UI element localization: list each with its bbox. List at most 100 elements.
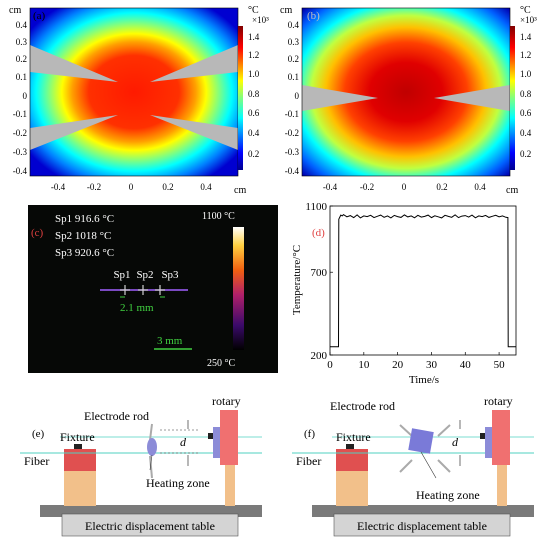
ytick-label: -0.1 [285,109,299,119]
panel-e-tag: (e) [32,428,45,440]
ytick-label: -0.3 [13,147,28,157]
rotary-clamp [208,433,213,439]
panel-a-yticks: 0.4 0.3 0.2 0.1 0 -0.1 -0.2 -0.3 -0.4 [13,20,28,176]
panel-b: (b) cm 0.4 0.3 0.2 0.1 0 -0.1 -0.2 -0.3 … [280,5,537,196]
panel-d-xlabel: Time/s [409,374,439,386]
fiber-label: Fiber [24,454,49,468]
xtick-label: 0 [402,182,407,192]
panel-a-ylabel: cm [9,5,21,16]
panel-e: Electric displacement table (e) Fixture … [20,394,262,537]
xtick-label: 0 [327,359,333,371]
xtick-label: -0.4 [51,182,66,192]
cbar-tick: 0.6 [248,108,260,118]
ytick-label: -0.2 [13,128,27,138]
cbar-tick: 0.8 [520,89,532,99]
reading-sp3: Sp3 920.6 °C [55,247,114,259]
spot-labels: Sp1 Sp2 Sp3 [113,269,179,281]
spot-label: Sp3 [161,269,179,281]
xtick-label: -0.2 [360,182,374,192]
ytick-label: 0 [23,91,28,101]
heating-zone [408,428,434,454]
cbar-tick: 0.4 [248,128,260,138]
fixture-base [336,470,368,506]
ytick-label: 0.1 [288,72,299,82]
thermal-colorbar [233,227,244,350]
fixture-label: Fixture [336,430,371,444]
rotary-label: rotary [212,394,241,408]
panel-a: (a) cm 0.4 0.3 0.2 0.1 0 -0.1 -0.2 -0.3 … [9,5,269,196]
panel-c: (c) Sp1 916.6 °C Sp2 1018 °C Sp3 920.6 °… [28,205,278,373]
cbar-tick: 1.0 [520,69,532,79]
rotary-disk [213,427,220,458]
fixture-clamp [74,444,82,449]
reading-sp1: Sp1 916.6 °C [55,213,114,225]
xtick-label: 0.4 [474,182,486,192]
ytick-label: 200 [311,350,328,362]
electrode-tip-lower-left [30,115,118,150]
xtick-label: 0.2 [436,182,447,192]
panel-d: (d) 200 700 1100 0 10 20 30 40 50 Time/s Temper… [291,201,517,386]
reading-sp2: Sp2 1018 °C [55,230,111,242]
panel-b-ylabel: cm [280,5,292,16]
xtick-label: 10 [358,359,370,371]
d-label: d [452,435,459,449]
colorbar-b [510,26,515,170]
panel-c-tag: (c) [31,227,44,239]
cbar-tick: 1.2 [520,50,531,60]
ytick-label: -0.2 [285,128,299,138]
heating-zone [147,438,157,456]
xtick-label: -0.4 [323,182,338,192]
xtick-label: 40 [460,359,472,371]
thermal-max: 1100 °C [202,211,235,222]
colorbar-b-unit: °C [520,5,531,16]
cbar-tick: 0.6 [520,108,532,118]
spot-label: Sp1 [113,269,130,281]
xtick-label: -0.2 [87,182,101,192]
rotary-post [225,465,235,506]
xtick-label: 0.4 [200,182,212,192]
plot-frame [329,205,517,356]
table-label-box [333,513,511,537]
ytick-label: -0.3 [285,147,300,157]
thermal-min: 250 °C [207,358,235,369]
ytick-label: 0.1 [16,72,27,82]
d-label: d [180,435,187,449]
panel-b-yticks: 0.4 0.3 0.2 0.1 0 -0.1 -0.2 -0.3 -0.4 [285,20,300,176]
fixture [336,449,368,471]
cbar-tick: 1.4 [520,32,532,42]
fiber-label: Fiber [296,454,321,468]
ytick-label: 0.4 [288,20,300,30]
temperature-series [330,213,516,348]
ytick-label: 0.3 [16,37,28,47]
electrode-label: Electrode rod [330,399,395,413]
table-label: Electric displacement table [85,519,215,533]
panel-b-tag: (b) [307,10,320,22]
heating-label: Heating zone [146,476,210,490]
xtick-label: 0 [129,182,134,192]
panel-d-xticks: 0 10 20 30 40 50 [327,352,505,371]
xtick-label: 0.2 [162,182,173,192]
fixture [64,449,96,471]
table-label-box [61,513,239,537]
electrode-rod-lower [149,455,153,479]
rotary-disk [485,427,492,458]
ytick-label: 1100 [305,201,327,213]
panel-b-xticks: -0.4 -0.2 0 0.2 0.4 [323,182,486,192]
spot-label: Sp2 [136,269,153,281]
spot-readings: Sp1 916.6 °C Sp2 1018 °C Sp3 920.6 °C [55,213,114,259]
spot-distance: 2.1 mm [120,302,154,314]
panel-d-ylabel: Temperature/°C [291,245,303,315]
ytick-label: 0.4 [16,20,28,30]
electrode-tip-right [434,85,510,111]
table-label: Electric displacement table [357,519,487,533]
fixture-label: Fixture [60,430,95,444]
panel-f: Electric displacement table (f) Fixture … [292,394,534,537]
colorbar-b-scale: ×10³ [520,15,537,25]
ytick-label: -0.4 [13,166,28,176]
electrode-tip-left [302,85,378,111]
colorbar-a-unit: °C [248,5,259,16]
ytick-label: 700 [311,267,328,279]
ytick-label: 0.3 [288,37,300,47]
cbar-tick: 1.2 [248,50,259,60]
